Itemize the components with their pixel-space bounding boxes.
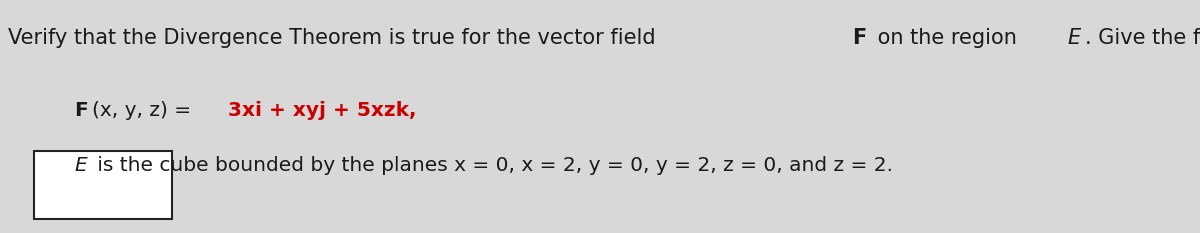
Text: Verify that the Divergence Theorem is true for the vector field: Verify that the Divergence Theorem is tr… xyxy=(8,28,662,48)
Text: . Give the flux.: . Give the flux. xyxy=(1085,28,1200,48)
Text: on the region: on the region xyxy=(871,28,1024,48)
Text: E: E xyxy=(74,156,88,175)
Bar xyxy=(34,151,172,219)
Text: is the cube bounded by the planes x = 0, x = 2, y = 0, y = 2, z = 0, and z = 2.: is the cube bounded by the planes x = 0,… xyxy=(91,156,893,175)
Text: 3xi + xyj + 5xzk,: 3xi + xyj + 5xzk, xyxy=(228,101,416,120)
Text: F: F xyxy=(852,28,866,48)
Text: E: E xyxy=(1068,28,1081,48)
Text: (x, y, z) =: (x, y, z) = xyxy=(92,101,198,120)
Text: F: F xyxy=(74,101,88,120)
